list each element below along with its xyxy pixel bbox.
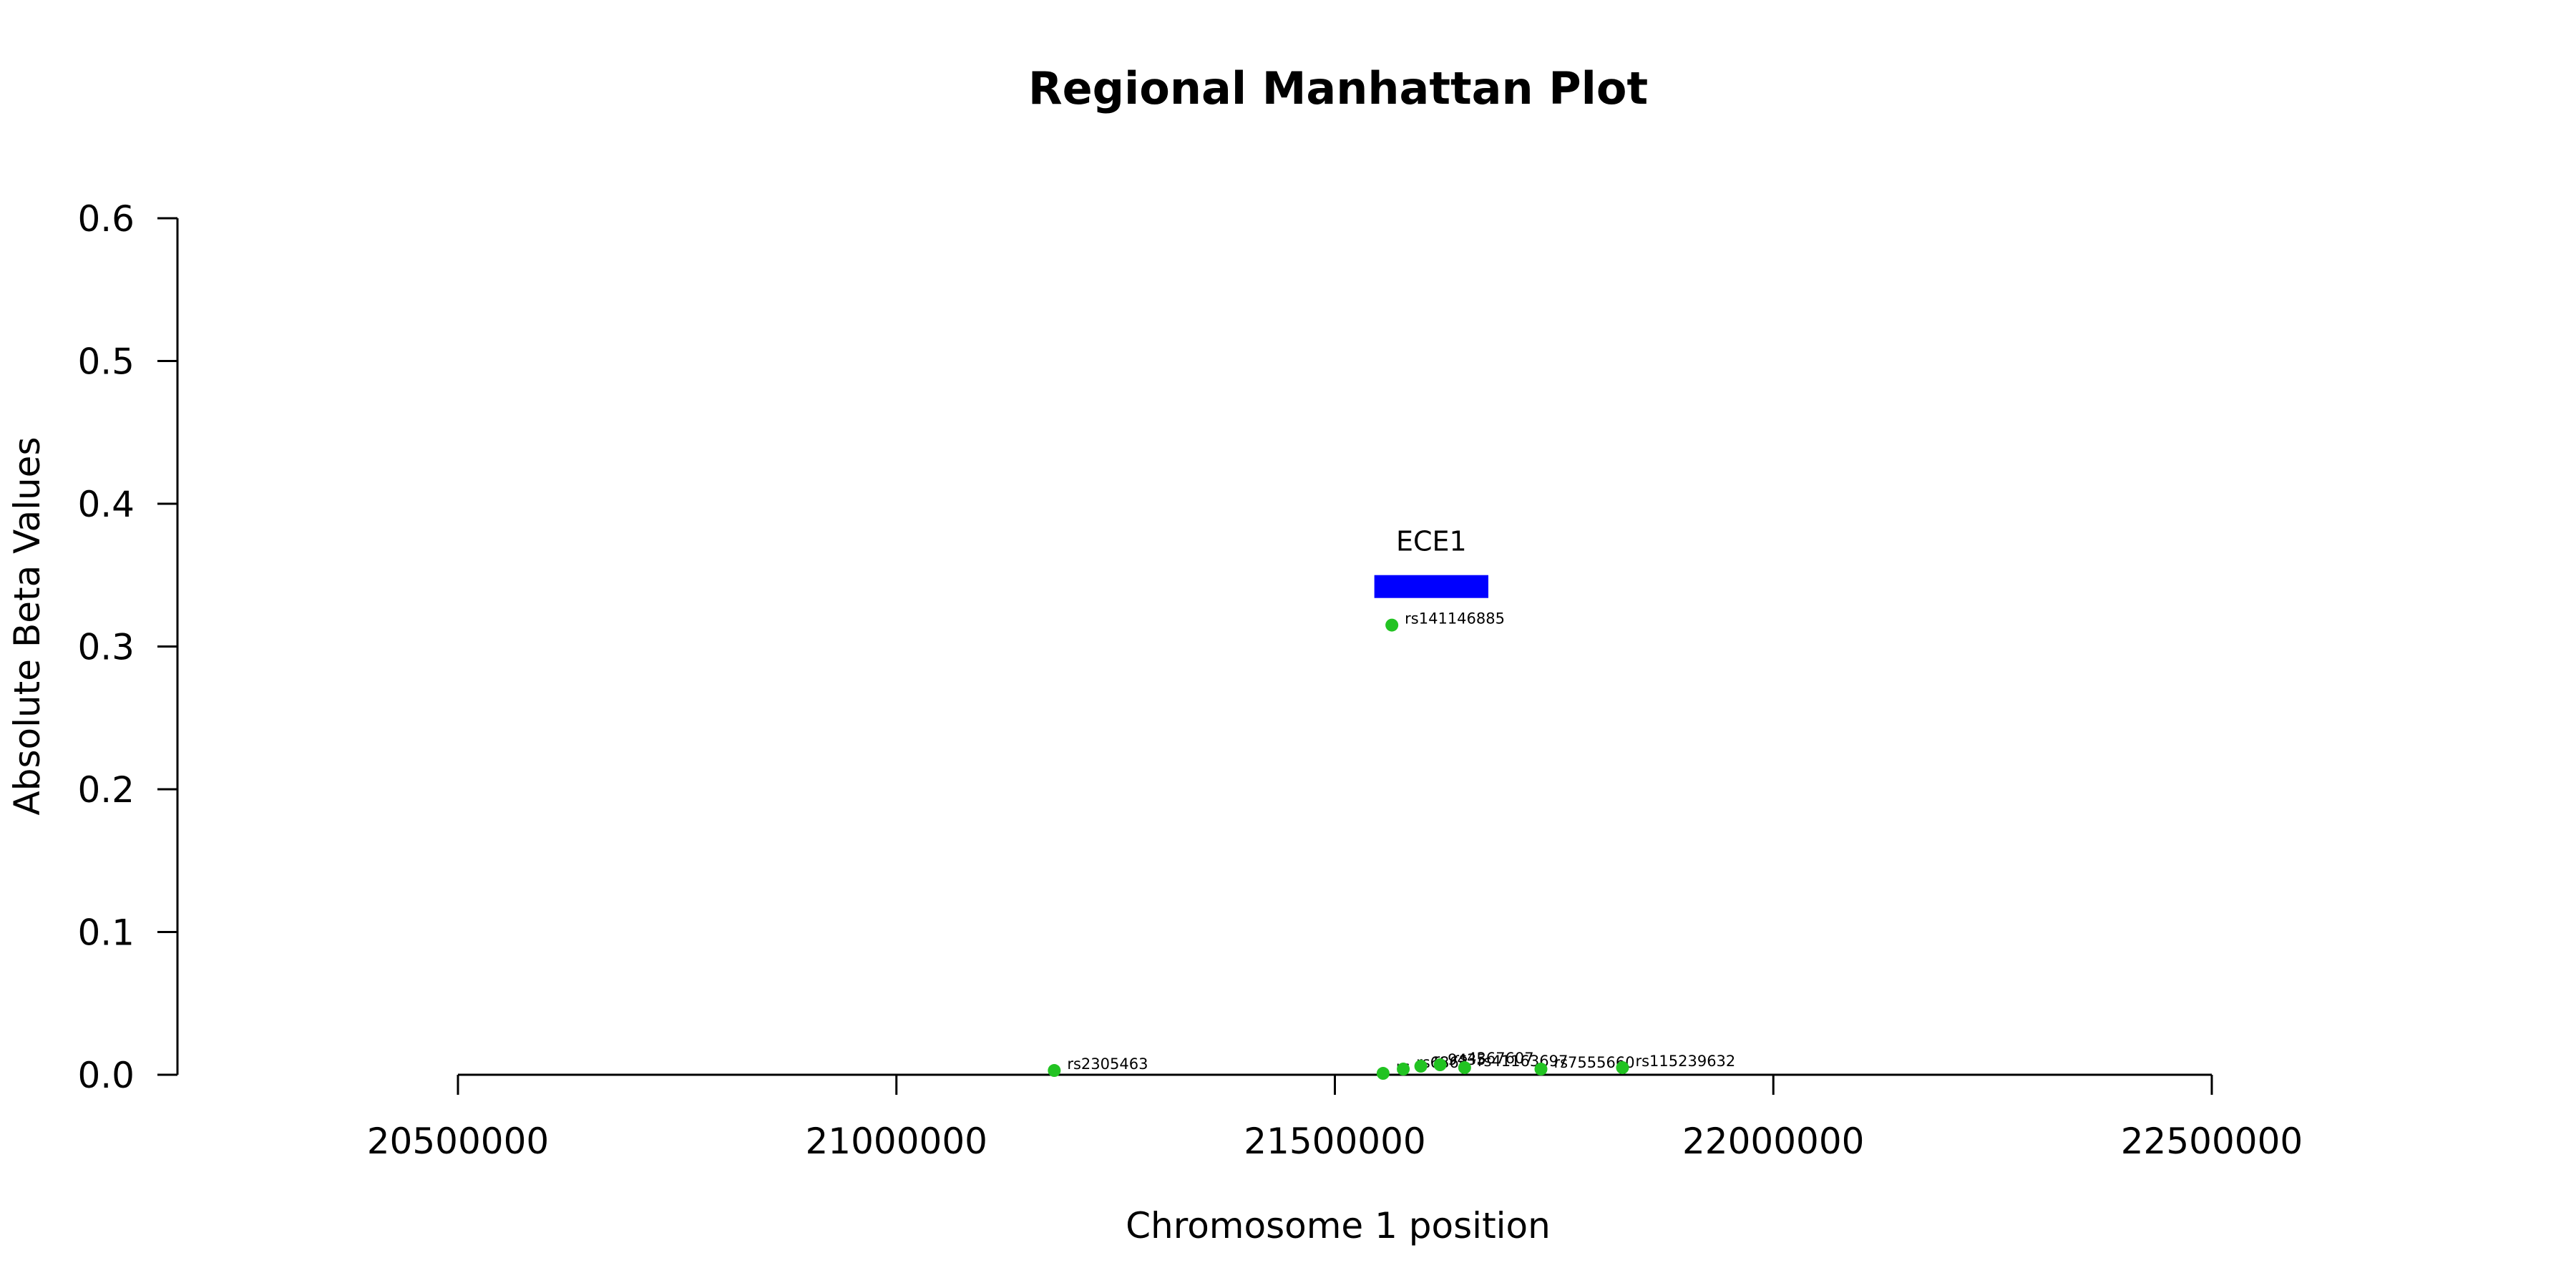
snp-label: rs141146885 — [1405, 610, 1505, 628]
snp-points: rs2305463rs141146885rsrs6863rs9435rs4367… — [1048, 610, 1735, 1080]
x-axis-label: Chromosome 1 position — [1126, 1205, 1551, 1246]
gene-label: ECE1 — [1396, 526, 1467, 557]
y-tick-label: 0.1 — [77, 912, 135, 954]
y-axis-label: Absolute Beta Values — [6, 437, 48, 816]
y-tick-label: 0.2 — [77, 769, 135, 811]
y-tick-label: 0.3 — [77, 627, 135, 668]
snp-label: rs115239632 — [1635, 1053, 1735, 1070]
y-tick-label: 0.0 — [77, 1055, 135, 1096]
snp-label: rs41163697 — [1478, 1053, 1568, 1070]
snp-point — [1616, 1061, 1629, 1075]
snp-point — [1385, 618, 1399, 632]
x-tick-label: 20500000 — [367, 1121, 550, 1162]
snp-point — [1534, 1063, 1548, 1076]
y-axis: 0.0 0.1 0.2 0.3 0.4 0.5 0.6 — [77, 198, 179, 1096]
snp-point — [1433, 1058, 1447, 1072]
x-tick-label: 21500000 — [1244, 1121, 1426, 1162]
x-tick-label: 22000000 — [1682, 1121, 1865, 1162]
snp-point — [1376, 1067, 1390, 1080]
gene-bar-ece1 — [1374, 575, 1488, 598]
y-tick-label: 0.6 — [77, 198, 135, 240]
y-tick-label: 0.5 — [77, 341, 135, 383]
snp-point — [1397, 1063, 1410, 1076]
x-tick-label: 21000000 — [806, 1121, 988, 1162]
snp-label: rs2305463 — [1067, 1055, 1148, 1073]
snp-point — [1414, 1060, 1428, 1073]
chart-title: Regional Manhattan Plot — [1028, 62, 1648, 114]
x-axis: 20500000 21000000 21500000 22000000 22500000 — [367, 1073, 2303, 1162]
snp-point — [1458, 1061, 1471, 1075]
gene-track: ECE1 — [1374, 526, 1488, 598]
y-tick-label: 0.4 — [77, 484, 135, 525]
x-tick-label: 22500000 — [2121, 1121, 2303, 1162]
snp-point — [1048, 1064, 1061, 1078]
